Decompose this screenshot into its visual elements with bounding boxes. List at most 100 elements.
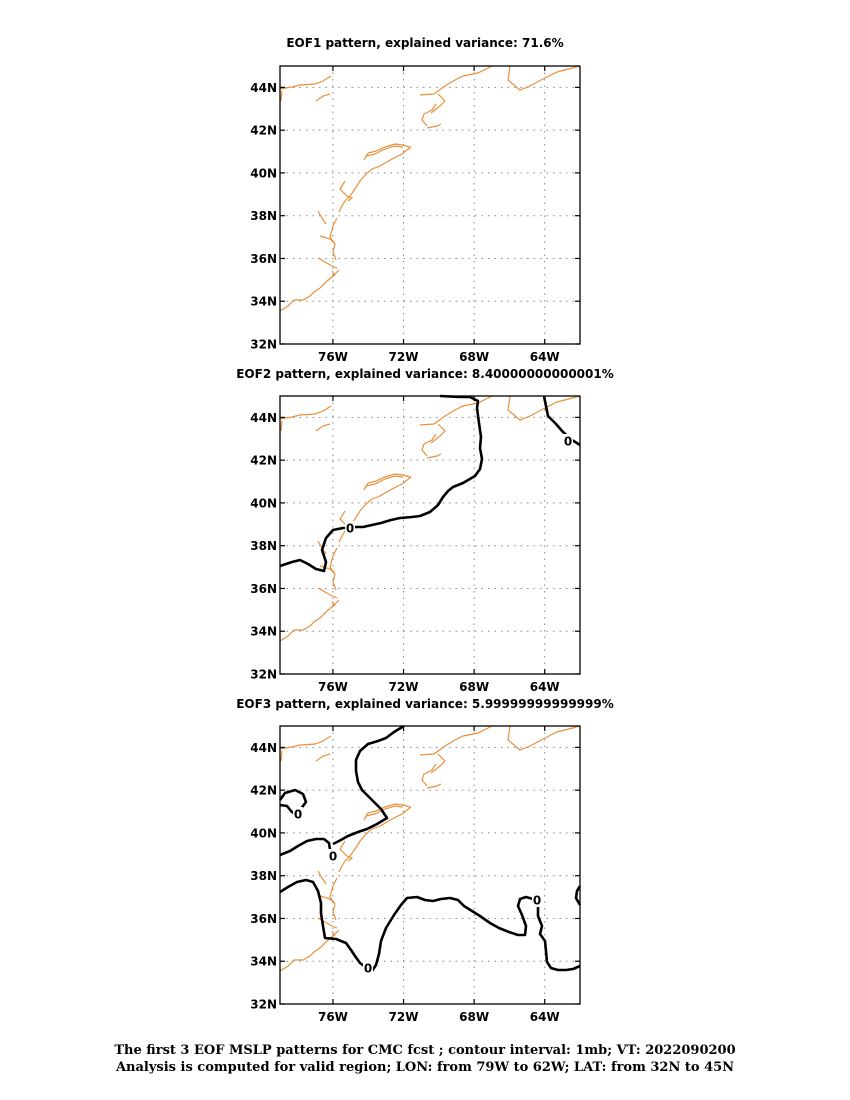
contour-label: 0 <box>564 435 572 449</box>
coastline-segment <box>317 587 338 599</box>
coastline-segment <box>279 929 340 972</box>
coastline-segment <box>426 123 442 129</box>
coastline-segment <box>279 75 332 90</box>
eof1-map: 32N 34N 36N 38N 40N 42N 44N 76W 72W 68W 64W <box>250 65 581 364</box>
lat-tick-label: 34N <box>250 955 277 969</box>
lat-tick-label: 38N <box>250 869 277 883</box>
coastline-segment <box>363 803 411 821</box>
contours: 0 0 0 0 <box>278 724 582 976</box>
coastline-segment <box>279 405 332 420</box>
lat-tick-label: 44N <box>250 741 277 755</box>
coastline-segment <box>315 753 331 762</box>
coastline-segment <box>280 420 283 432</box>
coastline-segment <box>317 210 327 225</box>
coastline <box>279 395 581 642</box>
lat-tick-label: 40N <box>250 826 277 840</box>
coastline-segment <box>319 565 334 573</box>
zero-contour <box>278 788 308 818</box>
coastline-segment <box>319 235 334 243</box>
coastline-segment <box>329 877 338 921</box>
lat-tick-label: 34N <box>250 295 277 309</box>
contour-label: 0 <box>346 522 354 536</box>
coastline-segment <box>421 103 437 127</box>
lat-tick-label: 44N <box>250 81 277 95</box>
zero-contour <box>279 394 484 573</box>
coastline-segment <box>338 146 412 213</box>
contour-label: 0 <box>294 808 302 822</box>
lat-tick-label: 36N <box>250 582 277 596</box>
coastline-segment <box>331 930 336 937</box>
coastline-segment <box>426 453 442 459</box>
coastline-segment <box>280 90 283 102</box>
coastline-segment <box>338 476 412 543</box>
coastline-segment <box>279 599 340 642</box>
lon-tick-label: 76W <box>318 680 348 694</box>
lat-tick-label: 32N <box>250 668 277 682</box>
coastline-segment <box>279 735 332 750</box>
contour-label-bg <box>363 961 373 975</box>
zero-contour <box>542 395 581 447</box>
zero-contour <box>279 878 581 973</box>
lat-tick-label: 42N <box>250 784 277 798</box>
coastline-segment <box>507 65 581 91</box>
coastline-segment <box>331 600 336 607</box>
coastline-segment <box>329 547 338 591</box>
panel-2-title: EOF2 pattern, explained variance: 8.4000… <box>236 367 614 381</box>
contours: 00 <box>279 394 581 573</box>
map-frame <box>279 395 581 675</box>
coastline-segment <box>280 750 283 762</box>
lon-tick-label: 68W <box>459 680 489 694</box>
contour-label-bg <box>293 807 303 821</box>
lat-tick-label: 38N <box>250 209 277 223</box>
coastline-segment <box>430 753 446 774</box>
coastline-segment <box>363 143 411 161</box>
gridlines <box>280 66 580 344</box>
coastline-segment <box>329 217 338 261</box>
contour-label: 0 <box>533 894 541 908</box>
coastline-segment <box>339 840 354 862</box>
lon-tick-label: 68W <box>459 350 489 364</box>
caption: The first 3 EOF MSLP patterns for CMC fc… <box>0 1042 850 1076</box>
lat-tick-label: 32N <box>250 998 277 1012</box>
caption-line-1: The first 3 EOF MSLP patterns for CMC fc… <box>114 1043 736 1058</box>
lat-tick-label: 34N <box>250 625 277 639</box>
lon-tick-label: 72W <box>389 1010 419 1024</box>
coastline-segment <box>421 433 437 457</box>
zero-contour <box>332 724 405 846</box>
gridlines <box>280 726 580 1004</box>
lat-tick-label: 42N <box>250 454 277 468</box>
map-frame <box>279 65 581 345</box>
coastline-segment <box>331 270 336 277</box>
coastline-segment <box>421 763 437 787</box>
lat-tick-label: 40N <box>250 496 277 510</box>
lat-tick-label: 36N <box>250 912 277 926</box>
lat-tick-label: 32N <box>250 338 277 352</box>
caption-line-2: Analysis is computed for valid region; L… <box>115 1060 735 1075</box>
coastline <box>279 65 581 312</box>
contour-label-bg <box>532 893 542 907</box>
lon-tick-label: 64W <box>530 350 560 364</box>
zero-contour <box>279 837 332 857</box>
coastline-segment <box>507 395 581 421</box>
map-frame <box>279 725 581 1005</box>
contour-label-bg <box>563 434 573 448</box>
lat-tick-label: 36N <box>250 252 277 266</box>
coastline-segment <box>339 180 354 202</box>
coastline-segment <box>319 895 334 903</box>
coastline-segment <box>430 423 446 444</box>
coastline-segment <box>279 269 340 312</box>
coastline-segment <box>419 725 493 756</box>
gridlines <box>280 396 580 674</box>
coastline-segment <box>317 870 327 885</box>
coastline-segment <box>315 423 331 432</box>
zero-contour <box>574 885 582 906</box>
lon-tick-label: 72W <box>389 350 419 364</box>
coastline-segment <box>315 93 331 102</box>
coastline-segment <box>430 93 446 114</box>
lon-tick-label: 76W <box>318 1010 348 1024</box>
coastline-segment <box>507 725 581 751</box>
lon-tick-label: 64W <box>530 680 560 694</box>
lat-tick-label: 44N <box>250 411 277 425</box>
lat-tick-label: 38N <box>250 539 277 553</box>
